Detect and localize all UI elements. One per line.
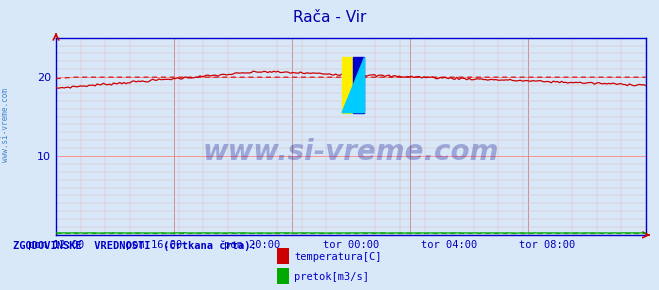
Text: temperatura[C]: temperatura[C] — [294, 252, 382, 262]
Text: pretok[m3/s]: pretok[m3/s] — [294, 272, 369, 282]
Bar — [342, 57, 353, 113]
Polygon shape — [342, 57, 364, 113]
Text: www.si-vreme.com: www.si-vreme.com — [1, 88, 10, 162]
Text: ZGODOVINSKE  VREDNOSTI  (črtkana črta):: ZGODOVINSKE VREDNOSTI (črtkana črta): — [13, 241, 257, 251]
Text: Rača - Vir: Rača - Vir — [293, 10, 366, 25]
Text: www.si-vreme.com: www.si-vreme.com — [203, 138, 499, 166]
Bar — [353, 57, 364, 113]
